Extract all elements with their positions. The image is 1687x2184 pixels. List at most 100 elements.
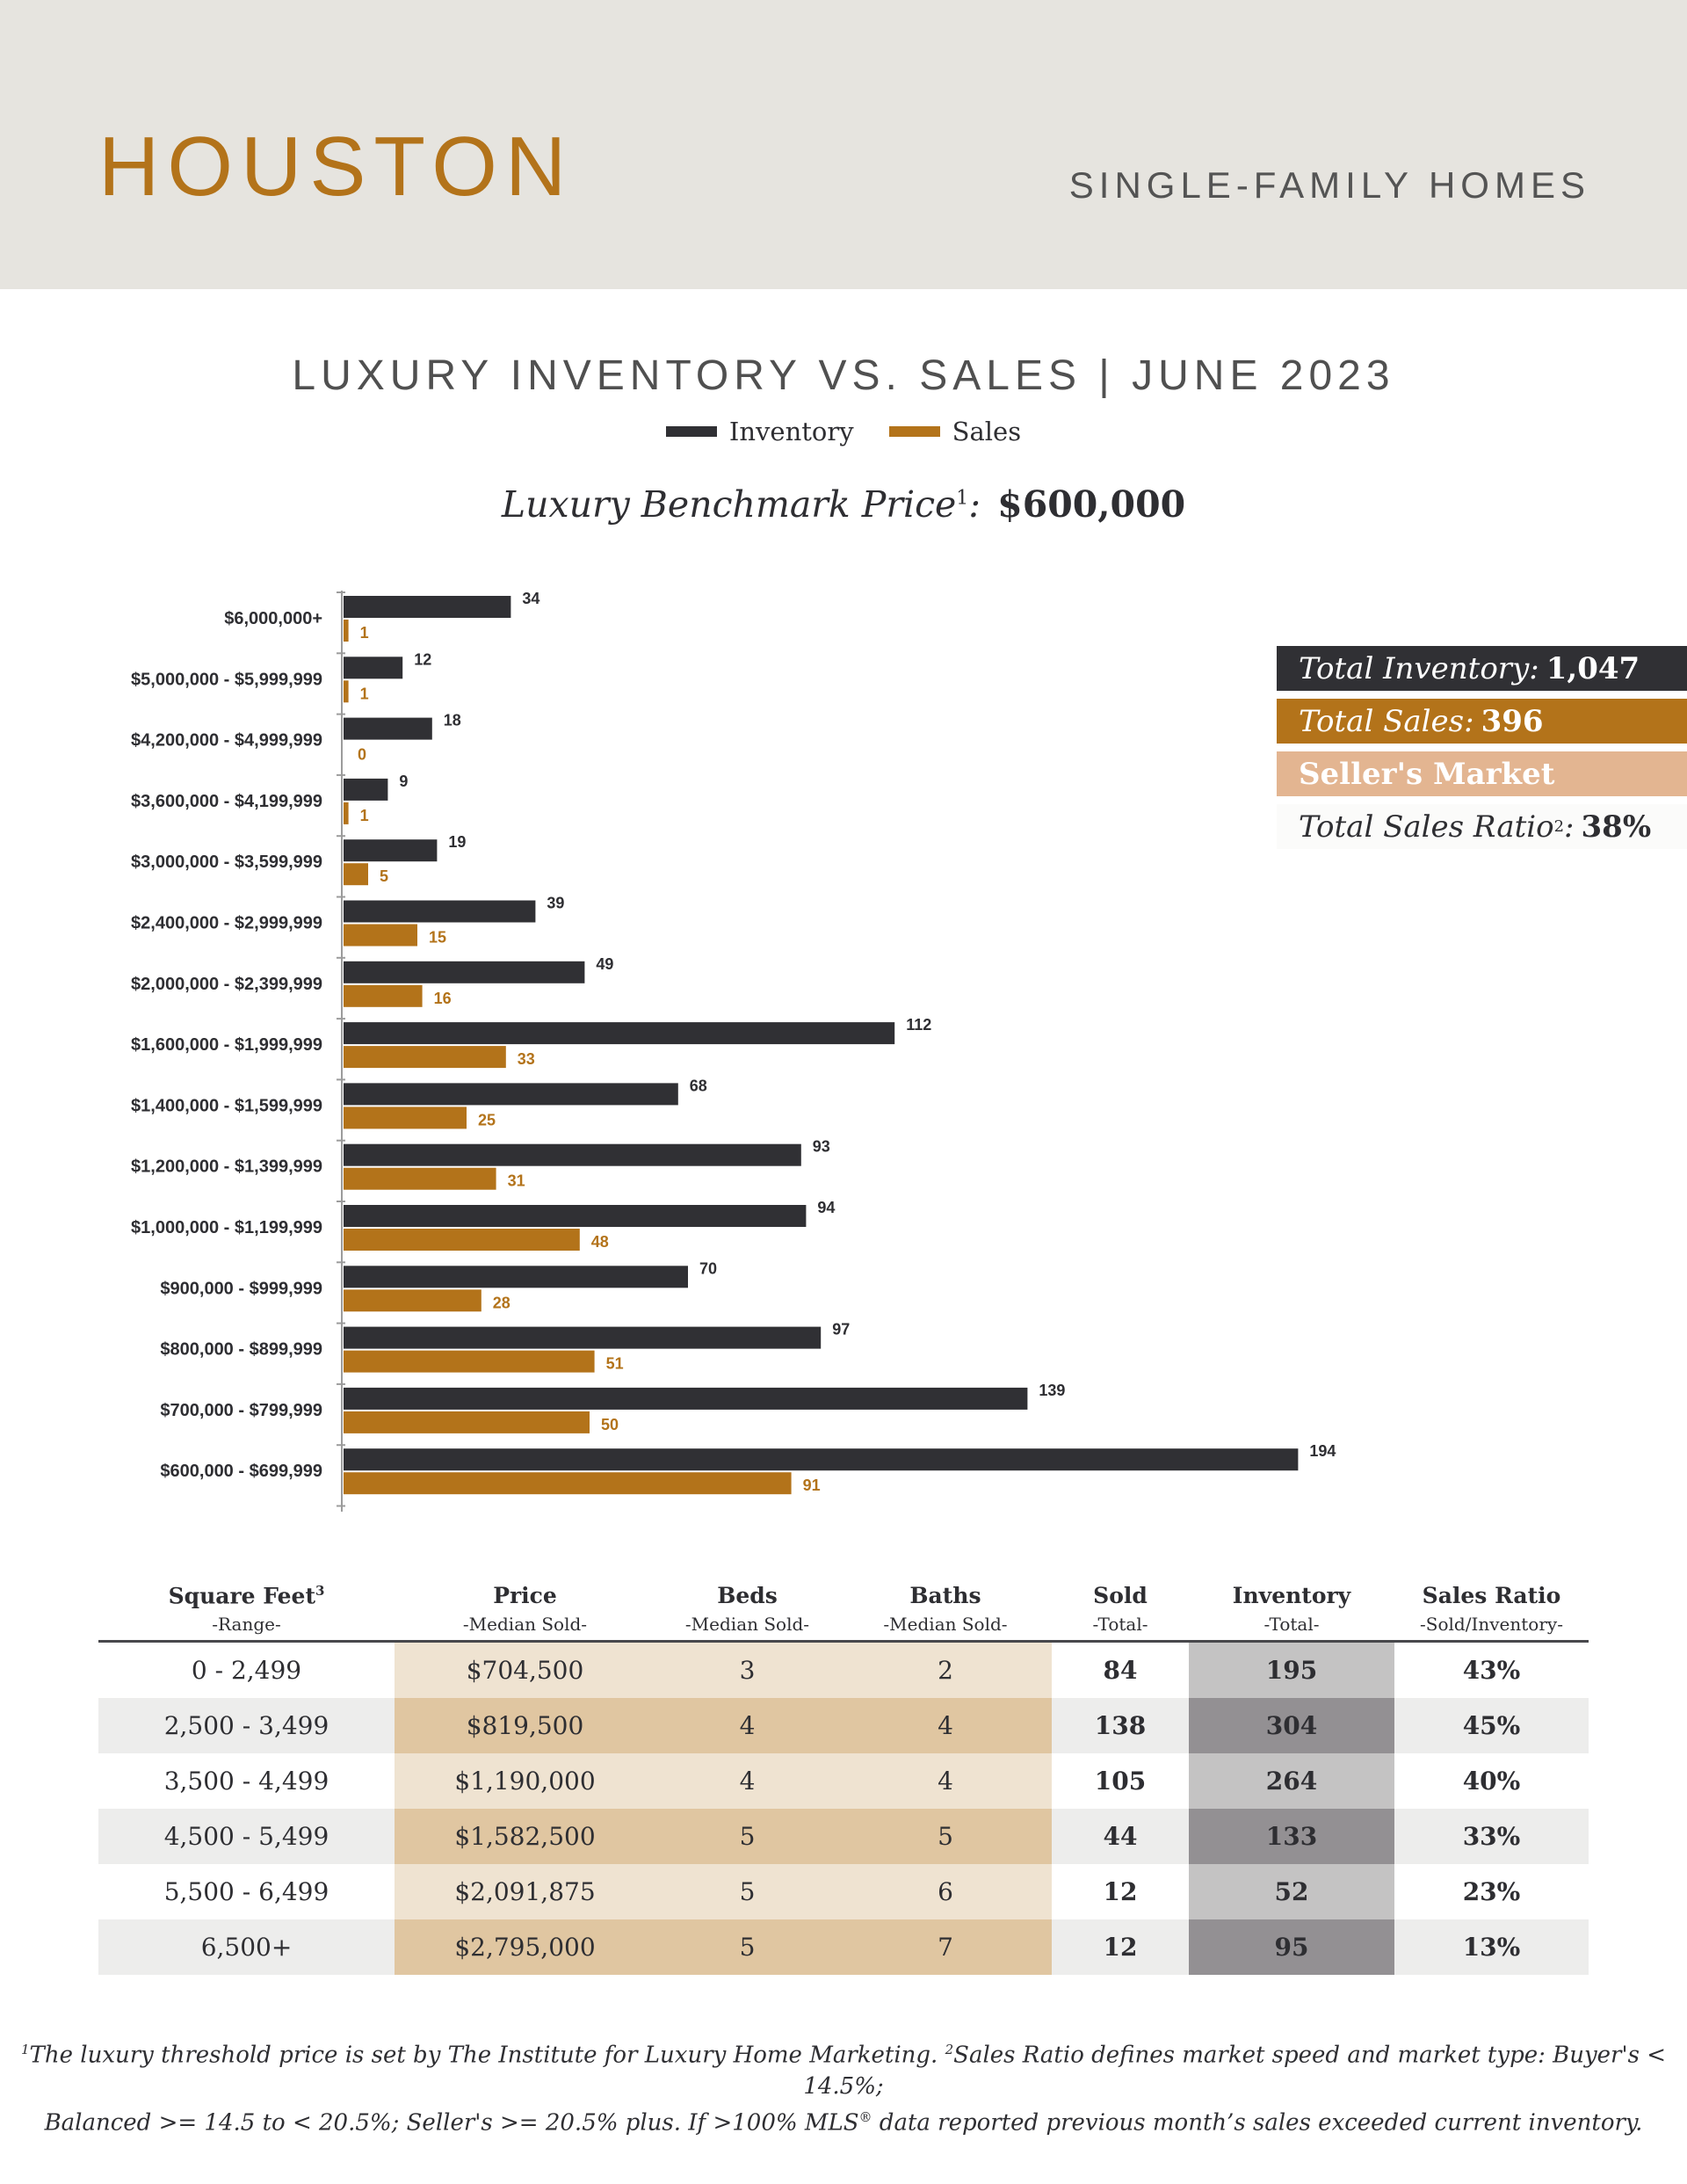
inventory-value-label: 18 [444,712,461,729]
inventory-value-label: 93 [813,1138,830,1156]
inventory-value-label: 12 [414,650,431,668]
table-cell: $704,500 [395,1641,655,1698]
total-sales-label: Total Sales: [1299,703,1474,739]
inventory-value-label: 194 [1309,1442,1336,1460]
inventory-bar [344,1143,801,1166]
table-cell: 44 [1052,1809,1189,1864]
legend-inventory: Inventory [665,417,854,446]
sales-value-label: 16 [434,990,452,1007]
inventory-value-label: 39 [547,895,564,912]
inventory-value-label: 49 [596,955,613,973]
total-sales-ratio-row: Total Sales Ratio 2: 38% [1277,804,1687,849]
category-label: $600,000 - $699,999 [160,1462,322,1481]
column-header-title: Square Feet [168,1583,315,1608]
square-feet-table: Square Feet3 Price Beds Baths Sold Inventory S… [98,1573,1589,1975]
inventory-bar [344,1205,807,1227]
column-header: Baths [839,1573,1052,1608]
footnote-text-2a: Balanced >= 14.5 to < 20.5%; Seller's >=… [44,2109,859,2137]
column-subheader: -Range- [98,1608,395,1643]
table-row: 3,500 - 4,499 $1,190,000 4 4 105 264 40% [98,1753,1589,1809]
category-label: $1,000,000 - $1,199,999 [131,1218,322,1237]
sales-value-label: 31 [508,1172,525,1190]
column-subheader: -Sold/Inventory- [1394,1608,1589,1643]
footnote-line-2: Balanced >= 14.5 to < 20.5%; Seller's >=… [0,2102,1687,2139]
table-row: 6,500+ $2,795,000 5 7 12 95 13% [98,1919,1589,1975]
inventory-bar [344,1326,822,1349]
table-row: 5,500 - 6,499 $2,091,875 5 6 12 52 23% [98,1864,1589,1919]
sales-value-label: 25 [478,1111,496,1128]
table-cell: $819,500 [395,1698,655,1753]
inventory-bar [344,1022,895,1045]
sales-value-label: 50 [601,1416,619,1433]
footnote-text-2b: data reported previous month’s sales exc… [872,2109,1643,2137]
sales-bar [344,1167,496,1190]
table-cell: $1,190,000 [395,1753,655,1809]
sales-ratio-footnote-mark: 2 [1553,817,1565,836]
footnote-mark-1: 1 [20,2042,30,2057]
table-cell: 6 [839,1864,1052,1919]
column-header-footnote-mark: 3 [315,1582,325,1599]
table-cell: 5 [655,1864,839,1919]
table-subheader-row: -Range- -Median Sold- -Median Sold- -Median… [98,1608,1589,1643]
inventory-value-label: 19 [448,833,466,851]
table-cell: 4 [655,1753,839,1809]
chart-legend: Inventory Sales [0,417,1687,446]
city-title: HOUSTON [98,120,575,214]
table-cell: 264 [1189,1753,1394,1809]
sales-bar [344,863,368,886]
table-cell: 7 [839,1919,1052,1975]
inventory-value-label: 9 [399,773,408,790]
column-header-title: Sold [1093,1583,1148,1608]
table-cell: 84 [1052,1641,1189,1698]
sales-value-label: 15 [429,929,446,947]
sales-bar [344,984,423,1007]
legend-inventory-label: Inventory [728,417,854,446]
inventory-bar [344,1448,1299,1471]
column-header-title: Beds [717,1583,778,1608]
table-cell: 23% [1394,1864,1589,1919]
sales-bar [344,1229,580,1251]
table-cell: 4 [839,1753,1052,1809]
inventory-bar [344,839,438,862]
benchmark-colon: : [968,483,981,526]
market-type-label: Seller's Market [1299,756,1555,792]
table-cell: 5 [655,1809,839,1864]
column-header: Beds [655,1573,839,1608]
footnote-mark-2: 2 [945,2042,954,2057]
column-header: Sold [1052,1573,1189,1608]
inventory-value-label: 112 [906,1016,931,1034]
category-label: $5,000,000 - $5,999,999 [131,670,322,689]
inventory-value-label: 94 [817,1199,835,1216]
benchmark-value: $600,000 [997,483,1186,526]
sales-bar [344,680,349,703]
benchmark-price: Luxury Benchmark Price1: $600,000 [0,483,1687,526]
sales-value-label: 28 [493,1294,510,1311]
total-inventory-row: Total Inventory: 1,047 [1277,646,1687,691]
column-header-title: Baths [909,1583,981,1608]
category-label: $2,400,000 - $2,999,999 [131,914,322,933]
table-cell: 3,500 - 4,499 [98,1753,395,1809]
sales-bar [344,1046,506,1069]
table-cell: 3 [655,1641,839,1698]
benchmark-label: Luxury Benchmark Price [501,483,957,526]
market-type-row: Seller's Market [1277,751,1687,796]
category-label: $4,200,000 - $4,999,999 [131,731,322,751]
table-row: 0 - 2,499 $704,500 3 2 84 195 43% [98,1641,1589,1698]
inventory-bar [344,596,511,618]
footnote-text-1a: The luxury threshold price is set by The… [29,2042,945,2069]
table-cell: 6,500+ [98,1919,395,1975]
column-header-title: Price [493,1583,557,1608]
summary-box: Total Inventory: 1,047 Total Sales: 396 … [1277,646,1687,857]
column-header-title: Sales Ratio [1422,1583,1561,1608]
legend-inventory-swatch [665,426,717,437]
inventory-bar [344,778,388,801]
category-label: $3,000,000 - $3,599,999 [131,853,322,872]
table-cell: 4 [839,1698,1052,1753]
sales-value-label: 1 [360,685,369,702]
table-cell: 13% [1394,1919,1589,1975]
legend-sales: Sales [888,417,1021,446]
table-cell: 0 - 2,499 [98,1641,395,1698]
category-label: $1,400,000 - $1,599,999 [131,1096,322,1115]
table-cell: 95 [1189,1919,1394,1975]
table-cell: 5 [839,1809,1052,1864]
